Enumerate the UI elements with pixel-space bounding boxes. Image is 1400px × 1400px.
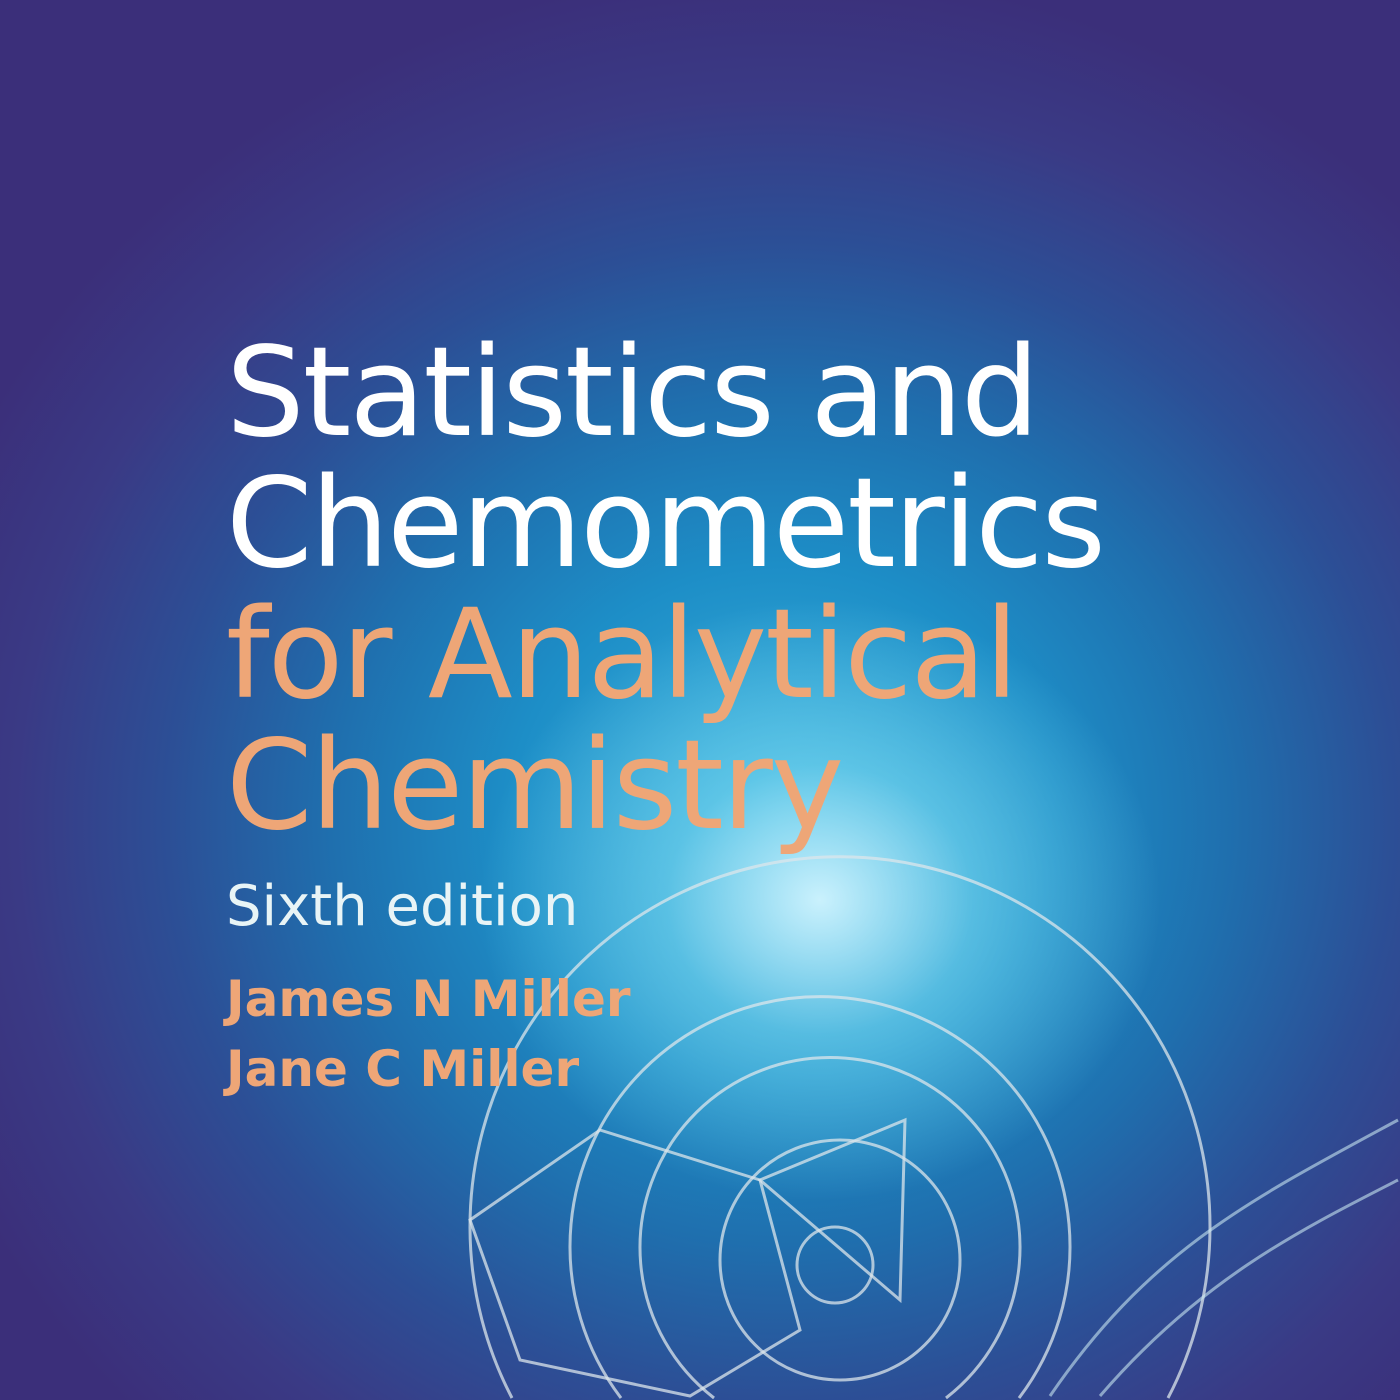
edition-label: Sixth edition [226, 874, 579, 939]
circle-4 [718, 1138, 962, 1382]
wave-lines [1048, 1118, 1399, 1397]
author-1: James N Miller [226, 970, 631, 1028]
title-line-2: Chemometrics [226, 452, 1106, 596]
title-line-3: for Analytical [226, 583, 1019, 727]
title-line-4: Chemistry [226, 714, 844, 858]
triangle-shape [757, 1117, 907, 1304]
circle-inner [795, 1225, 875, 1305]
circle-outer [468, 855, 1212, 1399]
circle-2 [568, 995, 1072, 1399]
book-title: Statistics and Chemometrics for Analytic… [226, 321, 1106, 858]
hexagon-shape [468, 1128, 802, 1398]
title-line-1: Statistics and [226, 321, 1040, 465]
circle-3 [638, 1056, 1022, 1400]
author-2: Jane C Miller [226, 1040, 580, 1098]
